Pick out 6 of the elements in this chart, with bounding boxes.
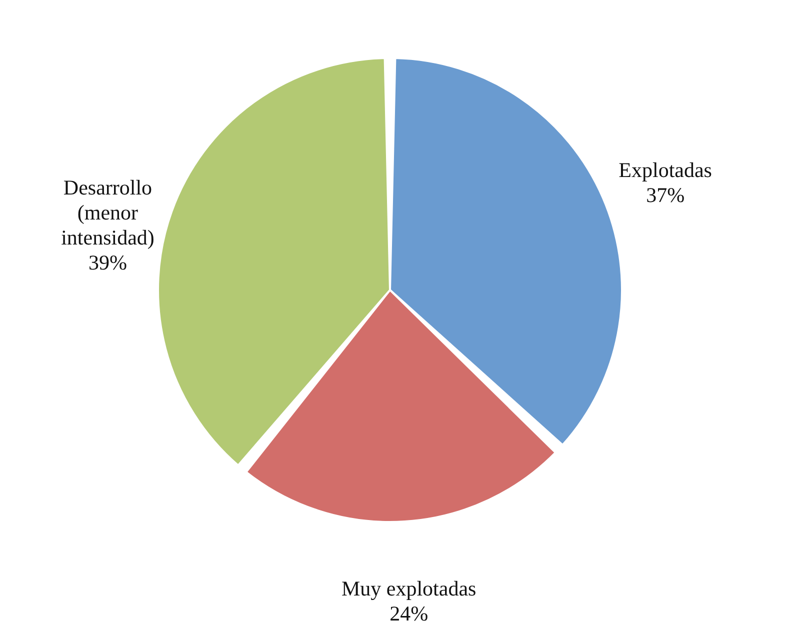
data-label: 39% (88, 250, 127, 274)
data-label: 37% (646, 182, 685, 207)
slice-label: Desarrollo (menor intensidad) (61, 175, 154, 250)
slice-label: Explotadas (618, 158, 712, 182)
slice-label: Muy explotadas (341, 576, 476, 600)
data-label: 24% (390, 601, 428, 625)
